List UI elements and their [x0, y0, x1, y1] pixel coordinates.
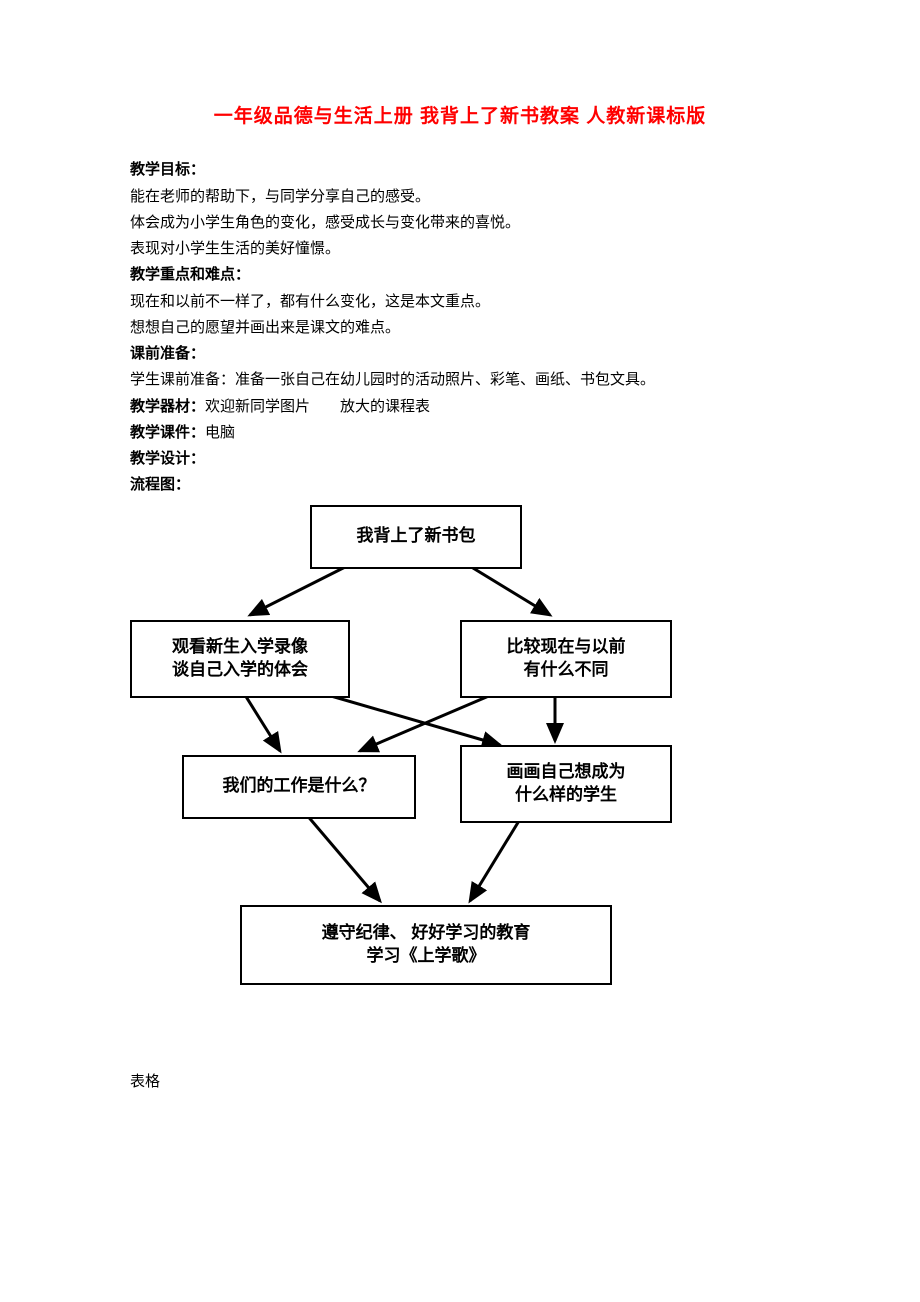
design-label: 教学设计： [130, 446, 790, 472]
courseware-value: 电脑 [205, 425, 235, 441]
goal-line: 体会成为小学生角色的变化，感受成长与变化带来的喜悦。 [130, 210, 790, 236]
footer-label: 表格 [130, 1069, 790, 1095]
goal-line: 表现对小学生生活的美好憧憬。 [130, 236, 790, 262]
goal-label: 教学目标： [130, 157, 790, 183]
prep-line: 学生课前准备：准备一张自己在幼儿园时的活动照片、彩笔、画纸、书包文具。 [130, 367, 790, 393]
material-line: 教学器材：欢迎新同学图片 放大的课程表 [130, 394, 790, 420]
focus-label: 教学重点和难点： [130, 262, 790, 288]
material-value: 欢迎新同学图片 放大的课程表 [205, 399, 430, 415]
flowchart: 我背上了新书包观看新生入学录像谈自己入学的体会 比较现在与以前有什么不同我们的工作… [130, 505, 790, 1045]
flow-node: 我们的工作是什么？ [182, 755, 416, 819]
focus-line: 现在和以前不一样了，都有什么变化，这是本文重点。 [130, 289, 790, 315]
flow-label: 流程图： [130, 472, 790, 498]
flow-node: 比较现在与以前有什么不同 [460, 620, 672, 698]
flow-node: 遵守纪律、 好好学习的教育学习《上学歌》 [240, 905, 612, 985]
page-title: 一年级品德与生活上册 我背上了新书教案 人教新课标版 [130, 100, 790, 133]
courseware-line: 教学课件：电脑 [130, 420, 790, 446]
material-label: 教学器材： [130, 399, 205, 415]
flow-node: 我背上了新书包 [310, 505, 522, 569]
flow-edge [300, 807, 380, 901]
flow-node: 画画自己想成为什么样的学生 [460, 745, 672, 823]
prep-label: 课前准备： [130, 341, 790, 367]
flow-edge [470, 811, 525, 901]
courseware-label: 教学课件： [130, 425, 205, 441]
flow-node: 观看新生入学录像谈自己入学的体会 [130, 620, 350, 698]
goal-line: 能在老师的帮助下，与同学分享自己的感受。 [130, 184, 790, 210]
focus-line: 想想自己的愿望并画出来是课文的难点。 [130, 315, 790, 341]
